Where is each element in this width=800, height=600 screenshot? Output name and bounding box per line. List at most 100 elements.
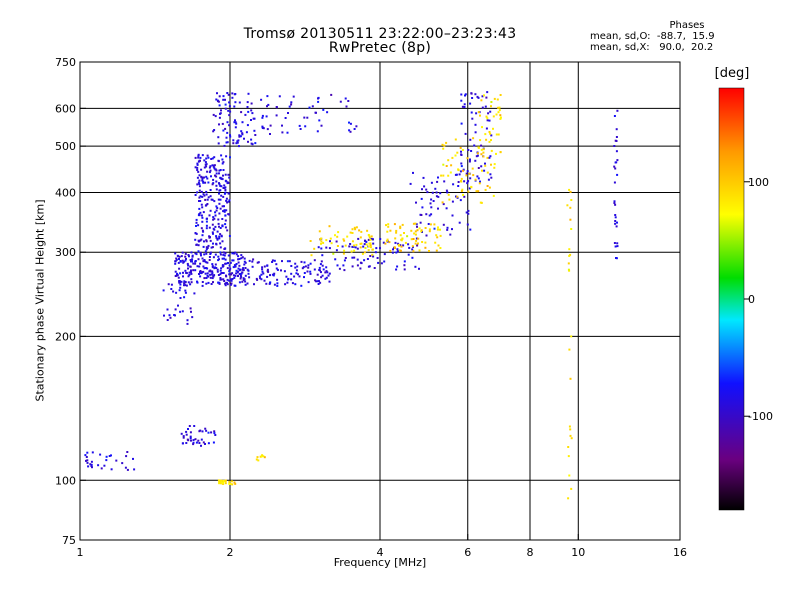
data-point — [262, 127, 265, 130]
data-point — [212, 242, 214, 245]
data-point — [213, 228, 216, 231]
data-point — [261, 116, 264, 119]
data-point — [198, 213, 201, 215]
data-point — [180, 255, 183, 258]
data-point — [396, 248, 399, 251]
data-point — [188, 271, 191, 274]
data-point — [250, 138, 253, 141]
data-point — [190, 310, 192, 313]
data-point — [212, 441, 215, 444]
data-point — [482, 151, 485, 154]
grid-lines — [80, 62, 680, 540]
data-point — [224, 214, 227, 217]
data-point — [316, 280, 319, 283]
data-point — [202, 181, 205, 184]
data-point — [250, 119, 252, 121]
x-tick-label: 10 — [571, 546, 585, 559]
data-point — [614, 203, 617, 206]
data-point — [187, 428, 189, 430]
data-point — [461, 105, 464, 108]
data-point — [356, 258, 359, 261]
data-point — [475, 155, 478, 158]
data-point — [201, 281, 204, 283]
data-point — [470, 150, 473, 152]
data-point — [219, 273, 222, 276]
data-point — [175, 274, 178, 277]
data-point — [212, 182, 215, 185]
data-point — [317, 283, 320, 285]
data-point — [212, 218, 215, 221]
data-point — [358, 229, 361, 232]
data-point — [225, 155, 228, 158]
data-point — [568, 425, 571, 428]
data-point — [217, 100, 220, 103]
data-point — [414, 265, 417, 268]
data-point — [416, 225, 418, 228]
data-point — [218, 258, 220, 261]
data-point — [615, 150, 618, 153]
data-point — [391, 251, 394, 254]
data-point — [487, 112, 490, 115]
data-point — [278, 95, 281, 98]
data-point — [383, 253, 386, 256]
data-point — [499, 114, 502, 117]
data-point — [477, 190, 480, 193]
data-point — [162, 289, 165, 292]
data-point — [213, 432, 216, 435]
data-point — [206, 177, 209, 180]
data-point — [229, 135, 232, 138]
data-point — [218, 237, 221, 240]
data-point — [228, 101, 231, 104]
data-point — [166, 308, 169, 311]
y-tick-label: 400 — [55, 186, 76, 199]
data-point — [344, 97, 347, 100]
data-point — [209, 195, 212, 198]
data-point — [213, 164, 216, 167]
data-point — [197, 250, 200, 253]
data-point — [225, 274, 227, 277]
data-point — [221, 178, 224, 181]
data-point — [320, 260, 323, 263]
data-point — [353, 226, 356, 229]
data-point — [450, 164, 453, 167]
data-point — [393, 223, 396, 226]
data-point — [276, 268, 279, 271]
colorbar-ticks: 100 0 -100 — [744, 176, 773, 423]
data-point — [190, 260, 193, 263]
data-point — [353, 244, 355, 247]
data-point — [458, 221, 461, 224]
data-point — [415, 201, 417, 204]
data-point — [228, 264, 231, 267]
data-point — [344, 244, 347, 247]
data-point — [354, 228, 357, 231]
data-point — [231, 252, 234, 255]
data-point — [213, 430, 216, 433]
data-point — [437, 226, 439, 229]
data-point — [286, 281, 289, 284]
data-point — [232, 142, 235, 145]
data-point — [178, 258, 180, 260]
data-point — [464, 132, 467, 135]
data-point — [224, 189, 227, 191]
data-point — [199, 275, 202, 278]
data-point — [229, 156, 231, 159]
data-point — [479, 139, 482, 142]
data-point — [460, 180, 462, 182]
data-point — [475, 190, 478, 193]
data-point — [193, 292, 196, 295]
data-point — [86, 461, 89, 464]
data-point — [367, 238, 370, 241]
data-point — [203, 166, 206, 169]
data-point — [348, 121, 350, 124]
data-point — [366, 258, 369, 260]
data-point — [237, 258, 240, 261]
data-point — [214, 225, 217, 228]
data-point — [261, 268, 264, 271]
data-point — [224, 103, 227, 106]
data-point — [201, 216, 204, 219]
data-point — [247, 269, 250, 272]
data-point — [228, 235, 231, 237]
stats-o-line: mean, sd,O: -88.7, 15.9 — [590, 31, 715, 42]
data-point — [184, 252, 187, 255]
data-point — [479, 114, 481, 117]
